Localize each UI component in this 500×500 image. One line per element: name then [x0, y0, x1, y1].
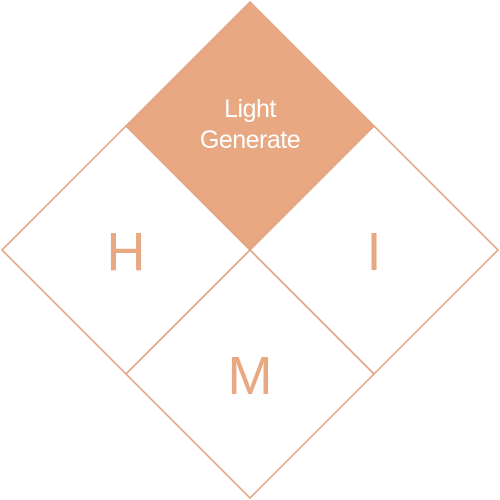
quadrant-top-label: Light Generate — [199, 94, 301, 156]
quadrant-top-label-line1: Light — [224, 95, 276, 123]
quadrant-top-label-line2: Generate — [199, 126, 301, 154]
quadrant-left-label: H — [106, 222, 146, 282]
quadrant-bottom-label: M — [227, 346, 273, 406]
quadrant-right-label: I — [366, 222, 382, 282]
quadrant-bottom — [124, 248, 376, 500]
